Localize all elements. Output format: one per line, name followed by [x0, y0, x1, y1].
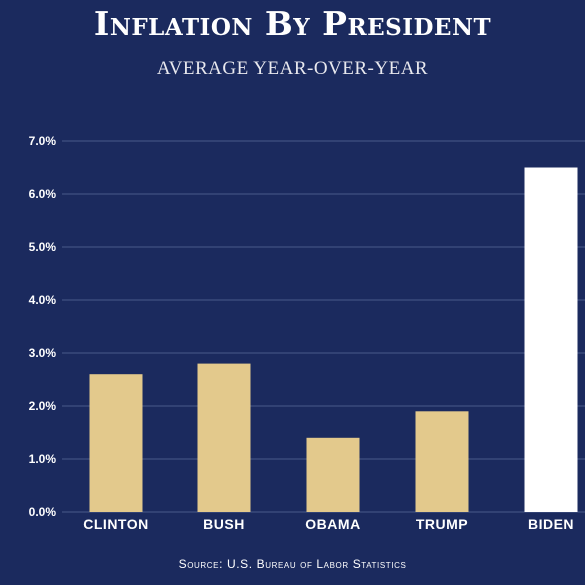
- x-tick-label-trump: TRUMP: [416, 516, 468, 532]
- x-tick-label-obama: OBAMA: [305, 516, 360, 532]
- bar-obama: [306, 437, 360, 512]
- y-tick-label: 1.0%: [29, 452, 57, 466]
- bar-bush: [197, 363, 251, 512]
- chart-title: Inflation By President: [93, 4, 492, 43]
- y-tick-label: 7.0%: [29, 134, 57, 148]
- source-note: Source: U.S. Bureau of Labor Statistics: [178, 557, 407, 571]
- x-tick-label-clinton: CLINTON: [83, 516, 148, 532]
- x-tick-label-biden: BIDEN: [528, 516, 574, 532]
- x-tick-label-bush: BUSH: [203, 516, 245, 532]
- y-tick-label: 6.0%: [29, 187, 57, 201]
- bar-trump: [415, 411, 469, 512]
- y-tick-label: 5.0%: [29, 240, 57, 254]
- chart-subtitle: AVERAGE YEAR-OVER-YEAR: [156, 58, 429, 79]
- x-axis-labels: CLINTON BUSH OBAMA TRUMP BIDEN: [83, 516, 574, 532]
- bar-clinton: [89, 374, 143, 512]
- y-tick-label: 0.0%: [29, 505, 57, 519]
- y-tick-label: 4.0%: [29, 293, 57, 307]
- bar-biden: [524, 167, 578, 512]
- bars: [89, 167, 578, 512]
- y-tick-label: 2.0%: [29, 399, 57, 413]
- y-tick-label: 3.0%: [29, 346, 57, 360]
- y-axis-ticks: 0.0% 1.0% 2.0% 3.0% 4.0% 5.0% 6.0% 7.0%: [29, 134, 57, 519]
